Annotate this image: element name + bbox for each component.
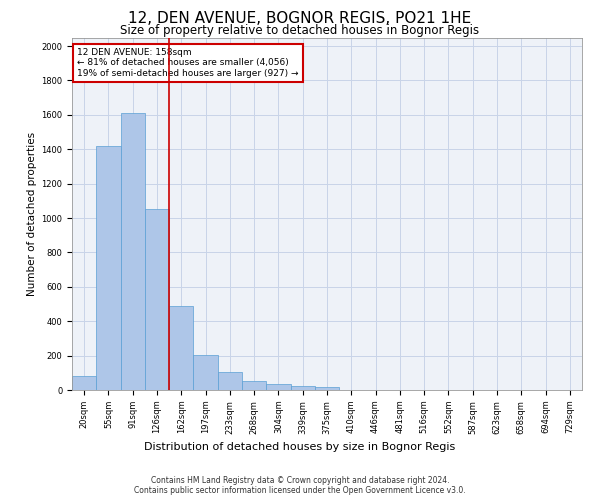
Bar bbox=[266, 384, 290, 390]
Bar bbox=[242, 382, 266, 390]
Bar bbox=[290, 386, 315, 390]
Text: 12 DEN AVENUE: 158sqm
← 81% of detached houses are smaller (4,056)
19% of semi-d: 12 DEN AVENUE: 158sqm ← 81% of detached … bbox=[77, 48, 299, 78]
Bar bbox=[193, 355, 218, 390]
Bar bbox=[96, 146, 121, 390]
Text: Distribution of detached houses by size in Bognor Regis: Distribution of detached houses by size … bbox=[145, 442, 455, 452]
Bar bbox=[315, 386, 339, 390]
Text: Contains public sector information licensed under the Open Government Licence v3: Contains public sector information licen… bbox=[134, 486, 466, 495]
Bar bbox=[121, 113, 145, 390]
Y-axis label: Number of detached properties: Number of detached properties bbox=[27, 132, 37, 296]
Bar bbox=[145, 210, 169, 390]
Bar bbox=[218, 372, 242, 390]
Text: Contains HM Land Registry data © Crown copyright and database right 2024.: Contains HM Land Registry data © Crown c… bbox=[151, 476, 449, 485]
Text: Size of property relative to detached houses in Bognor Regis: Size of property relative to detached ho… bbox=[121, 24, 479, 37]
Text: 12, DEN AVENUE, BOGNOR REGIS, PO21 1HE: 12, DEN AVENUE, BOGNOR REGIS, PO21 1HE bbox=[128, 11, 472, 26]
Bar bbox=[169, 306, 193, 390]
Bar bbox=[72, 376, 96, 390]
